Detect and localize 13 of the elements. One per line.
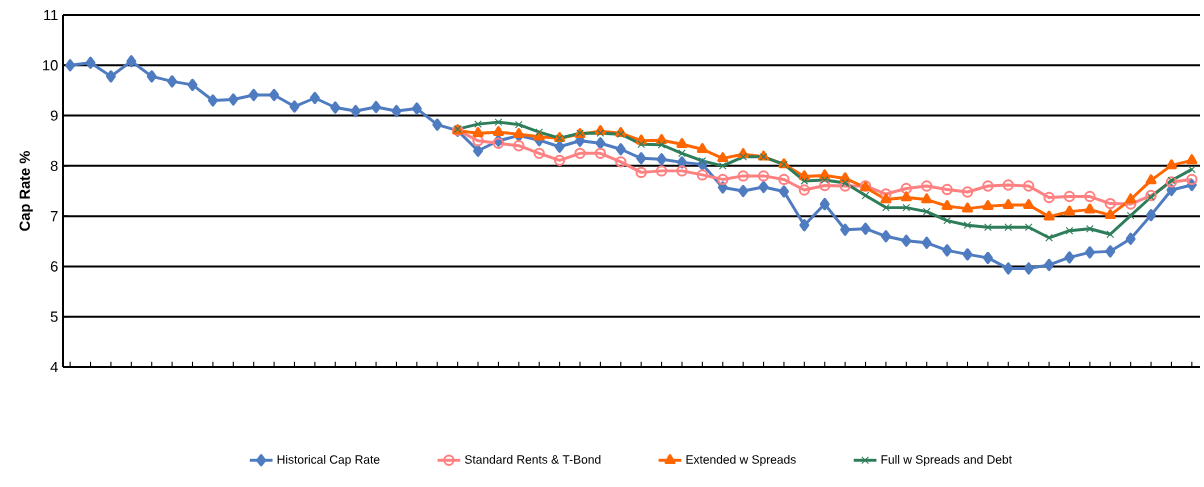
y-tick-label: 8 xyxy=(50,160,58,172)
y-tick-label: 4 xyxy=(50,361,58,373)
y-tick-label: 5 xyxy=(50,311,58,322)
y-tick-label: 7 xyxy=(50,211,58,222)
y-tick-label: 9 xyxy=(50,110,58,121)
legend-label: Extended w Spreads xyxy=(686,454,796,467)
legend-label: Historical Cap Rate xyxy=(277,454,380,467)
y-tick-label: 11 xyxy=(44,9,58,21)
legend-label: Full w Spreads and Debt xyxy=(881,454,1012,467)
y-tick-label: 6 xyxy=(50,261,58,272)
y-axis-title: Cap Rate % xyxy=(19,151,33,231)
legend-label: Standard Rents & T-Bond xyxy=(464,454,601,464)
y-tick-label: 10 xyxy=(43,60,58,71)
